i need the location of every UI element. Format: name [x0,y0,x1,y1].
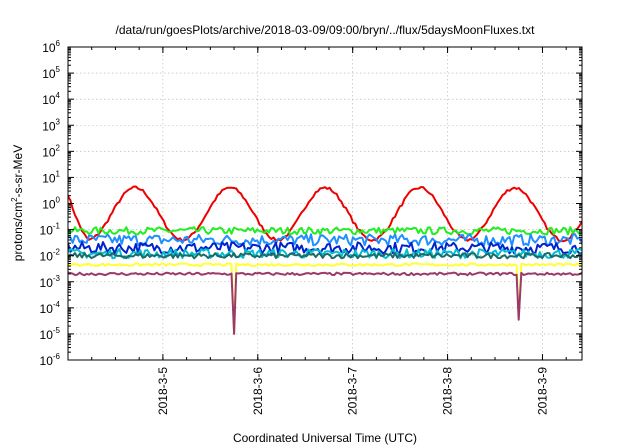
x-tick-label: 2018-3-9 [535,367,549,415]
y-tick-exponent: 1 [56,169,61,178]
y-tick-exponent: -6 [53,352,61,361]
y-tick-exponent: -5 [53,326,61,335]
grid-lines [68,47,582,360]
y-tick-base: 10 [40,250,54,264]
series-line [68,252,582,260]
y-tick-label: 10-4 [40,300,61,316]
y-tick-base: 10 [42,119,56,133]
series-line [68,185,582,243]
y-tick-labels: 10-610-510-410-310-210-11001011021031041… [40,39,61,368]
y-tick-label: 101 [42,169,60,185]
x-tick-label: 2018-3-8 [441,367,455,415]
y-tick-base: 10 [42,198,56,212]
y-tick-label: 10-6 [40,352,61,368]
y-tick-base: 10 [40,302,54,316]
y-tick-label: 105 [42,65,60,81]
y-axis-label: protons/cm2-s-sr-MeV [10,145,25,261]
y-tick-exponent: 4 [56,91,61,100]
y-tick-base: 10 [42,93,56,107]
y-tick-label: 10-1 [40,222,61,238]
y-tick-exponent: -3 [53,274,61,283]
y-tick-label: 10-3 [40,274,61,290]
y-tick-exponent: -4 [53,300,61,309]
y-tick-exponent: 2 [56,143,61,152]
x-tick-label: 2018-3-6 [251,367,265,415]
y-tick-label: 10-5 [40,326,61,342]
x-axis-label: Coordinated Universal Time (UTC) [233,431,417,445]
y-tick-exponent: 5 [56,65,61,74]
x-tick-label: 2018-3-7 [346,367,360,415]
y-axis-label-superscript: 2 [10,197,19,202]
series-line [68,226,582,236]
y-axis-label-part: -s-sr-MeV [11,145,25,198]
y-tick-label: 103 [42,117,60,133]
y-tick-base: 10 [40,224,54,238]
y-tick-label: 102 [42,143,60,159]
series-line [68,271,582,335]
x-tick-labels: 2018-3-5 2018-3-6 2018-3-7 2018-3-8 2018-3-9 [156,367,550,415]
y-tick-base: 10 [40,276,54,290]
y-tick-base: 10 [42,145,56,159]
y-tick-base: 10 [40,354,54,368]
y-tick-label: 106 [42,39,60,55]
y-tick-exponent: 0 [56,196,61,205]
y-tick-label: 10-2 [40,248,61,264]
y-tick-base: 10 [42,67,56,81]
y-tick-base: 10 [40,328,54,342]
chart-title: /data/run/goesPlots/archive/2018-03-09/0… [116,23,536,37]
y-tick-exponent: 6 [56,39,61,48]
y-tick-exponent: -1 [53,222,61,231]
series-line [68,262,582,335]
y-tick-base: 10 [42,41,56,55]
series-line [68,233,582,247]
axis-ticks [67,46,582,361]
y-tick-exponent: 3 [56,117,61,126]
x-tick-label: 2018-3-5 [156,367,170,415]
y-tick-base: 10 [42,171,56,185]
y-tick-label: 104 [42,91,60,107]
y-tick-exponent: -2 [53,248,61,257]
data-series [68,185,582,335]
y-axis-label-part: protons/cm [11,202,25,261]
y-tick-label: 100 [42,196,60,212]
series-line [68,241,582,255]
